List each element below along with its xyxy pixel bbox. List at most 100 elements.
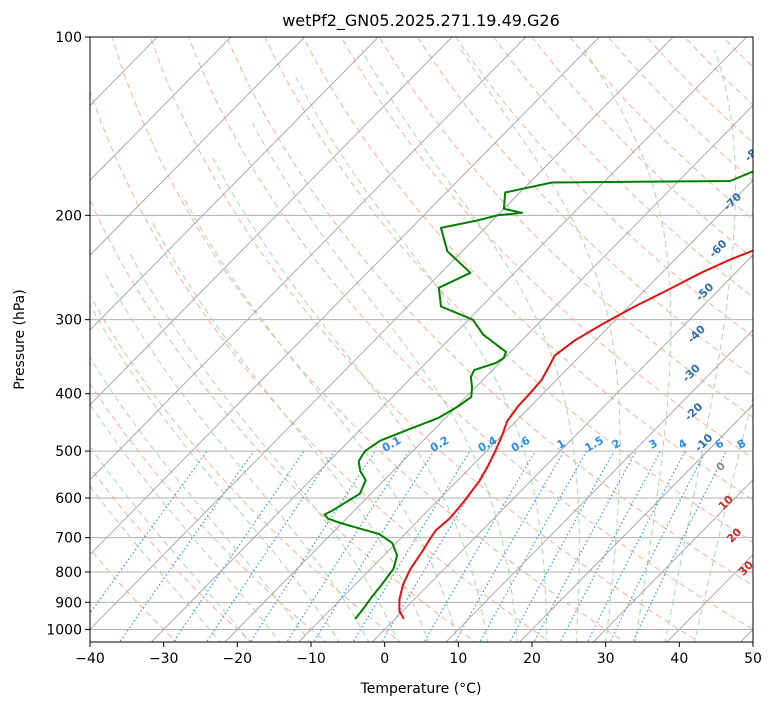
isotherm: [297, 179, 753, 642]
moist-adiabat: [104, 272, 370, 642]
mixing-ratio-line: [172, 450, 305, 642]
y-tick-label: 500: [55, 444, 82, 460]
y-tick-label: 600: [55, 491, 82, 507]
theta-e-label: -50: [693, 280, 716, 303]
dry-adiabat: [90, 467, 252, 642]
x-tick-label: 0: [380, 651, 389, 667]
dry-adiabat: [90, 89, 551, 642]
dry-adiabat: [90, 199, 477, 642]
mixing-ratio-line: [205, 450, 336, 642]
moist-adiabat: [90, 445, 251, 642]
dewpoint-line: [323, 170, 753, 620]
moist-adiabat: [460, 49, 621, 642]
chart-title: wetPf2_GN05.2025.271.19.49.G26: [282, 11, 560, 31]
isotherms: [90, 37, 753, 642]
moist-adiabat: [664, 49, 736, 642]
moist-adiabat: [293, 72, 548, 642]
isotherm: [224, 104, 753, 642]
x-axis-label: Temperature (°C): [360, 681, 482, 697]
theta-label: 10: [716, 493, 736, 513]
mixing-ratio-label: 1: [555, 437, 568, 452]
x-tick-label: −20: [223, 651, 253, 667]
theta-label: 20: [724, 525, 744, 545]
dry-adiabat: [378, 37, 753, 418]
theta-e-label: -80: [742, 141, 765, 164]
x-tick-label: −30: [149, 651, 179, 667]
isotherm: [90, 37, 453, 406]
x-tick-label: −40: [75, 651, 105, 667]
theta-label: 40: [753, 586, 773, 606]
line-labels: -100-90-80-70-60-50-40-30-20-100.1 0.2 0.4…: [380, 54, 775, 606]
plot-frame: [89, 36, 754, 643]
mixing-ratio-label: 6: [713, 437, 726, 452]
dry-adiabat: [264, 37, 753, 543]
x-tick-label: 40: [670, 651, 688, 667]
mixing-ratio-label: 2: [610, 437, 623, 452]
mixing-ratio-line: [586, 450, 686, 642]
isotherm: [739, 628, 753, 642]
dry-adiabat: [226, 37, 753, 587]
mixing-ratio-line: [249, 450, 376, 642]
moist-adiabat: [90, 403, 281, 642]
dry-adiabat: [416, 37, 753, 378]
y-tick-label: 800: [55, 565, 82, 581]
moist-adiabat: [694, 394, 753, 642]
y-tick-label: 200: [55, 208, 82, 224]
moist-adiabat: [181, 195, 459, 642]
y-tick-label: 300: [55, 313, 82, 329]
mixing-ratio-lines: [90, 450, 727, 642]
mixing-ratio-line: [559, 450, 661, 642]
mixing-ratio-line: [90, 450, 208, 615]
isotherm: [90, 37, 674, 631]
mixing-ratio-label: 3: [647, 437, 660, 452]
dry-adiabat: [188, 37, 753, 630]
dry-adiabat: [455, 37, 753, 338]
mixing-ratio-label: 10: [765, 435, 775, 454]
dry-adiabat: [340, 37, 753, 459]
isotherm: [445, 329, 753, 642]
x-tick-label: 50: [744, 651, 762, 667]
theta-e-label: -60: [706, 237, 729, 260]
theta-e-label: -30: [680, 361, 703, 384]
moist-adiabats: [90, 49, 753, 642]
x-tick-label: −10: [296, 651, 326, 667]
y-axis-ticks: 1000 900 800 700 600 500 400 300 200 100: [46, 30, 90, 638]
theta-e-label: -90: [762, 98, 775, 121]
plot-area: -100-90-80-70-60-50-40-30-20-100.1 0.2 0.4…: [90, 37, 775, 642]
moist-adiabat: [90, 303, 340, 642]
y-tick-label: 700: [55, 531, 82, 547]
sounding-series: [323, 170, 753, 620]
y-tick-label: 900: [55, 595, 82, 611]
pressure-gridlines: [90, 36, 753, 630]
mixing-ratio-line: [509, 450, 615, 642]
dry-adiabat: [645, 37, 753, 144]
moist-adiabat: [128, 251, 399, 642]
mixing-ratio-line: [312, 450, 435, 642]
theta-e-label: -100: [771, 54, 775, 83]
moist-adiabat: [90, 356, 310, 642]
dry-adiabat: [569, 37, 753, 220]
isotherm: [666, 553, 753, 642]
moist-adiabat: [212, 157, 488, 642]
y-tick-label: 1000: [46, 622, 82, 638]
y-tick-label: 100: [55, 30, 82, 46]
x-tick-label: 10: [449, 651, 467, 667]
moist-adiabat: [583, 49, 672, 642]
mixing-ratio-label: 8: [735, 437, 748, 452]
x-axis-ticks: −40 −30 −20 −10 0 10 20 30 40 50: [75, 642, 762, 667]
x-tick-label: 30: [597, 651, 615, 667]
mixing-ratio-line: [286, 450, 410, 642]
moist-adiabat: [252, 123, 518, 642]
isotherm: [150, 37, 748, 642]
mixing-ratio-line: [479, 450, 588, 642]
isotherm: [90, 37, 232, 181]
mixing-ratio-line: [533, 450, 637, 642]
isotherm: [90, 37, 380, 331]
x-tick-label: 20: [523, 651, 541, 667]
isotherm: [592, 479, 753, 642]
temperature-line: [398, 249, 753, 620]
y-axis-label: Pressure (hPa): [12, 289, 28, 389]
isotherm: [90, 37, 527, 481]
mixing-ratio-line: [118, 450, 255, 642]
